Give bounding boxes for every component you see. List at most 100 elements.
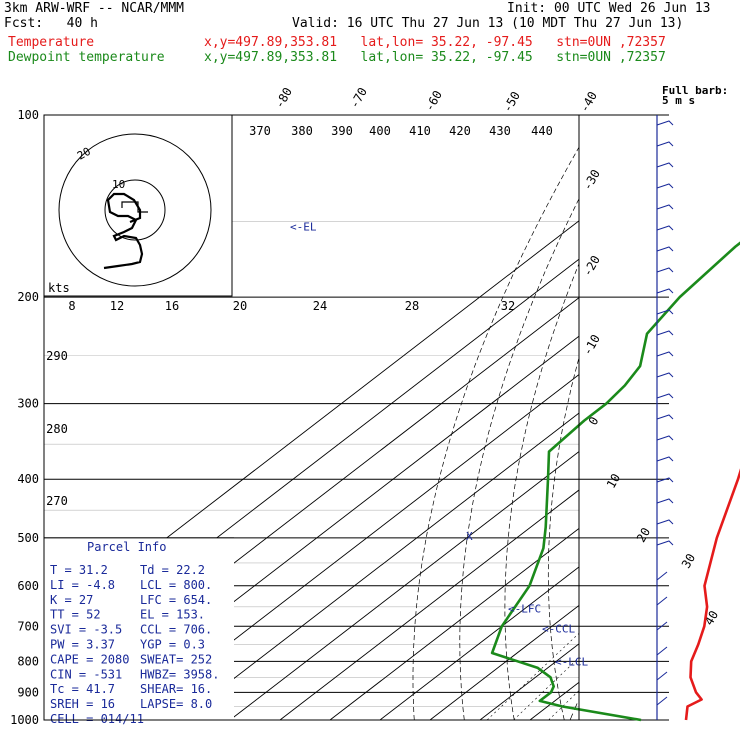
wind-barb [656, 696, 668, 706]
dry-adiabat-line [631, 115, 728, 720]
moist-adiabat-label: 20 [233, 299, 247, 313]
wind-barb [656, 477, 674, 483]
parcel-info-key: K = 27 [50, 593, 93, 607]
isotherm-line [680, 115, 740, 720]
dry-adiabat-line [412, 146, 579, 720]
wind-barb [656, 435, 674, 441]
hodograph-kts-label: kts [48, 281, 70, 295]
wind-barb [656, 414, 674, 420]
moist-adiabat-line [610, 297, 731, 720]
dry-adiabat-line [504, 262, 579, 720]
theta-label: 390 [331, 124, 353, 138]
wind-barb [656, 372, 674, 378]
dry-adiabat-line [459, 198, 579, 720]
parcel-info-key: T = 31.2 [50, 563, 108, 577]
wind-barb [656, 498, 674, 504]
hodograph-trace [103, 192, 144, 270]
temperature-trace [684, 468, 740, 721]
temperature-legend-label: Temperature [8, 35, 95, 50]
isotherm-line [379, 566, 579, 720]
wind-barb-legend-units: 5 m s [662, 94, 695, 107]
plot-frame [43, 114, 580, 721]
moist-adiabat-label: 28 [405, 299, 419, 313]
hodograph-ring-label: 10 [112, 178, 125, 191]
wind-barb [656, 309, 674, 315]
mixing-ratio-line [654, 586, 740, 720]
wind-barb-legend: Full barb: [662, 84, 728, 97]
mixing-ratio-label: 8 [674, 609, 681, 623]
level-marker-label: <-LFC [508, 602, 541, 615]
wind-barb [656, 571, 668, 581]
hodograph-ring [58, 133, 212, 287]
parcel-info-key: SVI = -3.5 [50, 623, 122, 637]
pressure-tick-label: 400 [17, 472, 39, 486]
temperature-tick-label: -60 [422, 88, 445, 114]
parcel-info-value: SHEAR= 16. [140, 682, 212, 696]
dewpoint-legend-label: Dewpoint temperature [8, 50, 165, 65]
theta-label: 420 [449, 124, 471, 138]
isotherm-line [329, 527, 579, 720]
wind-barb [656, 183, 674, 189]
temperature-tick-label: -40 [577, 89, 600, 115]
isotherm-line [730, 115, 740, 720]
temperature-legend-location: x,y=497.89,353.81 lat,lon= 35.22, -97.45… [204, 35, 666, 50]
moist-adiabat-line [690, 297, 740, 720]
parcel-info-value: LFC = 654. [140, 593, 212, 607]
parcel-info-panel [44, 537, 234, 720]
theta-label: 270 [46, 494, 68, 508]
pressure-tick-label: 500 [17, 531, 39, 545]
parcel-info-key: CAPE = 2080 [50, 652, 129, 666]
wind-barb [656, 204, 674, 210]
valid-time: Valid: 16 UTC Thu 27 Jun 13 (10 MDT Thu … [292, 16, 684, 31]
mixing-ratio-label: 5 [642, 609, 649, 623]
dewpoint-legend-location: x,y=497.89,353.81 lat,lon= 35.22, -97.45… [204, 50, 666, 65]
temperature-tick-label: 20 [634, 525, 653, 545]
parcel-info-value: HWBZ= 3958. [140, 667, 219, 681]
wind-barb [656, 540, 674, 546]
temperature-tick-label: -20 [580, 253, 603, 279]
temperature-tick-label: 30 [679, 551, 698, 571]
parcel-info-value: EL = 153. [140, 608, 205, 622]
isotherm-line [479, 643, 579, 720]
pressure-tick-label: 900 [17, 685, 39, 699]
parcel-info-key: LI = -4.8 [50, 578, 115, 592]
pressure-tick-label: 800 [17, 654, 39, 668]
mixing-ratio-line [548, 690, 579, 720]
theta-label: 410 [409, 124, 431, 138]
moist-adiabat-label: 12 [110, 299, 124, 313]
mixing-ratio-label: 3 [608, 609, 615, 623]
theta-label: 370 [249, 124, 271, 138]
parcel-info-value: LCL = 800. [140, 578, 212, 592]
pressure-tick-label: 600 [17, 579, 39, 593]
theta-label: 380 [291, 124, 313, 138]
mixing-ratio-line [513, 657, 579, 720]
theta-label: 440 [531, 124, 553, 138]
level-marker-label: <-CCL [542, 623, 575, 636]
temperature-tick-label: -10 [580, 332, 603, 358]
moist-adiabat-label: 24 [313, 299, 327, 313]
parcel-info-key: Tc = 41.7 [50, 682, 115, 696]
mixing-ratio-label: 2 [582, 609, 589, 623]
wind-barb [656, 519, 674, 525]
pressure-tick-label: 200 [17, 290, 39, 304]
model-title: 3km ARW-WRF -- NCAR/MMM [4, 1, 185, 16]
wind-barb [656, 456, 674, 462]
temperature-tick-label: 10 [604, 471, 623, 491]
wind-barb [656, 621, 668, 631]
isotherm-line [229, 450, 579, 720]
temperature-tick-label: -30 [580, 167, 603, 193]
moist-adiabat-line [630, 297, 740, 720]
wind-barb [656, 120, 674, 126]
parcel-info-value: CCL = 706. [140, 623, 212, 637]
pressure-tick-label: 300 [17, 397, 39, 411]
wind-barb [656, 225, 674, 231]
wind-barb [656, 288, 674, 294]
parcel-info-key: CELL = 014/11 [50, 712, 144, 726]
theta-label: 290 [46, 349, 68, 363]
moist-adiabat-label: 16 [165, 299, 179, 313]
isotherm-line [279, 489, 579, 720]
pressure-tick-label: 100 [17, 108, 39, 122]
temperature-tick-label: -70 [347, 85, 370, 111]
parcel-info-key: TT = 52 [50, 608, 101, 622]
